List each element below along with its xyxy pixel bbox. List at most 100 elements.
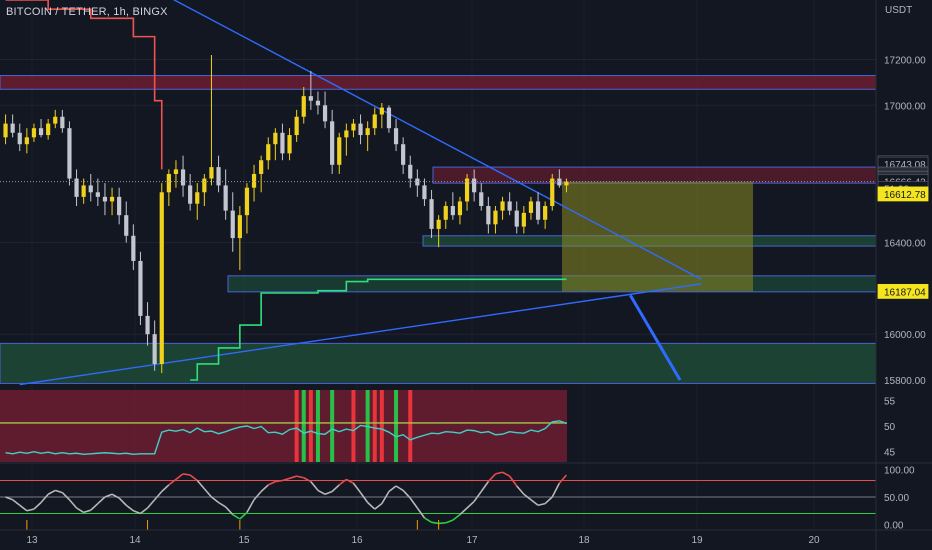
candle-body [24, 137, 29, 145]
zone-resistance [0, 75, 877, 90]
oscillator2-segment [303, 477, 312, 483]
oscillator2-segment [182, 473, 191, 476]
oscillator2-segment [239, 511, 248, 520]
signal-bar [351, 390, 356, 462]
time-tick-label: 19 [691, 535, 703, 546]
zone-demand [227, 275, 877, 293]
candle-body [145, 315, 150, 335]
oscillator2-segment [431, 521, 439, 525]
oscillator2-segment [345, 478, 354, 484]
oscillator2-segment [246, 499, 255, 513]
signal-bar [379, 390, 384, 462]
candle-body [443, 206, 448, 220]
oscillator2-segment [438, 522, 446, 525]
price-tick-label: 17000.00 [884, 101, 926, 112]
candle-body [308, 96, 313, 101]
oscillator2-segment [168, 478, 177, 486]
oscillator2-segment [402, 489, 411, 499]
candle-body [351, 123, 356, 131]
oscillator2-segment [12, 499, 21, 506]
oscillator2-segment [33, 501, 42, 510]
oscillator2-segment [76, 507, 85, 514]
candle-body [230, 210, 235, 239]
oscillator2-segment [530, 499, 539, 506]
signal-bar [301, 390, 306, 462]
oscillator2-segment [275, 479, 283, 483]
oscillator2-segment [175, 473, 184, 481]
candle-body [67, 128, 72, 179]
trendline [172, 0, 702, 280]
candle-body [493, 210, 498, 225]
oscillator2-segment [445, 519, 454, 524]
oscillator2-segment [260, 484, 269, 493]
oscillator2-segment [523, 493, 532, 501]
zone-sell-zone [432, 166, 877, 184]
candle-body [124, 215, 129, 236]
candle-body [450, 206, 455, 216]
oscillator2-segment [459, 507, 468, 516]
oscillator2-segment [61, 492, 71, 501]
candle-body [188, 185, 193, 204]
candle-body [10, 123, 15, 133]
chart-title: BITCOIN / TETHER, 1h, BINGX [6, 6, 168, 18]
price-tick-label: 15800.00 [884, 376, 926, 387]
candle-body [251, 173, 257, 188]
position-box [562, 181, 753, 292]
currency-label: USDT [885, 5, 913, 16]
time-tick-label: 16 [351, 535, 363, 546]
price-label-box [877, 186, 929, 202]
oscillator2-segment [111, 493, 120, 499]
candle-body [379, 107, 384, 115]
oscillator2-segment [5, 496, 13, 501]
price-label-box [877, 283, 929, 299]
oscillator2-segment [146, 499, 156, 509]
oscillator2-segment [324, 490, 333, 495]
oscillator2-segment [139, 507, 149, 515]
candle-body [209, 167, 214, 179]
oscillator2-segment [189, 474, 198, 482]
candle-body [117, 196, 122, 216]
oscillator2-segment [97, 496, 106, 505]
candle-body [422, 185, 427, 200]
candle-body [365, 128, 370, 136]
zone-major-support [0, 342, 877, 384]
candle-body [81, 185, 86, 197]
supertrend-down-line [5, 0, 163, 170]
candle-body [159, 192, 164, 364]
candle-body [88, 185, 93, 193]
oscillator2-segment [516, 485, 525, 495]
oscillator2-segment [47, 489, 56, 495]
oscillator2-segment [125, 504, 134, 512]
oscillator2-segment [282, 477, 290, 482]
oscillator2-segment [502, 471, 511, 477]
time-tick-label: 17 [466, 535, 478, 546]
oscillator2-segment [267, 480, 276, 486]
candle-body [109, 196, 115, 202]
oscillator2-segment [317, 489, 326, 495]
oscillator2-segment [495, 471, 503, 475]
candle-body [550, 178, 555, 207]
candle-body [486, 206, 491, 225]
candle-body [244, 187, 250, 216]
oscillator2-tick: 50.00 [884, 493, 909, 504]
price-tick-label: 17200.00 [884, 56, 926, 67]
oscillator2-tick: 0.00 [884, 521, 904, 532]
oscillator2-segment [253, 490, 262, 501]
oscillator2-segment [55, 489, 63, 494]
candle-body [330, 121, 335, 165]
oscillator2-segment [558, 474, 568, 484]
candle-body [152, 334, 157, 364]
candle-body [564, 181, 569, 186]
oscillator2-segment [409, 497, 419, 509]
candle-body [31, 128, 37, 138]
oscillator2-segment [310, 481, 319, 491]
signal-bar [372, 390, 377, 462]
candle-body [528, 201, 534, 213]
oscillator2-segment [161, 484, 170, 493]
candle-body [337, 137, 342, 165]
oscillator2-tick: 100.00 [884, 466, 915, 477]
oscillator2-segment [395, 485, 404, 492]
oscillator2-segment [196, 479, 205, 490]
